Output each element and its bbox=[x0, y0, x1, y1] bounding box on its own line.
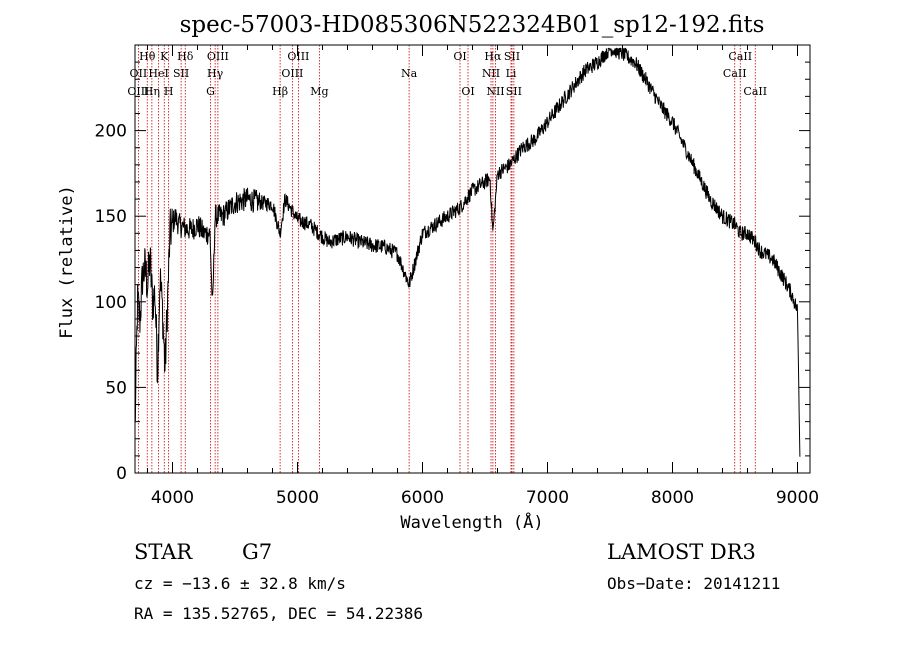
y-tick-label: 100 bbox=[95, 293, 127, 313]
spectral-line-label: OIII bbox=[287, 50, 309, 63]
spectral-line-label: Hη bbox=[144, 85, 160, 98]
axis-ticks: 4000 5000 6000 7000 8000 9000 0 50 100 150 200 bbox=[95, 45, 819, 508]
y-tick-label: 50 bbox=[105, 378, 127, 398]
obs-date: Obs−Date: 20141211 bbox=[607, 574, 781, 593]
spectral-line-label: OI bbox=[461, 85, 474, 98]
spectral-line-label: Mg bbox=[310, 85, 328, 98]
y-axis-label: Flux (relative) bbox=[57, 185, 77, 339]
x-tick-label: 8000 bbox=[651, 488, 694, 508]
spectral-line-label: OIII bbox=[207, 50, 229, 63]
spectral-line-label: HeI bbox=[148, 67, 168, 80]
spectral-line-label: G bbox=[206, 85, 215, 98]
spectral-line-label: CaII bbox=[743, 85, 767, 98]
spectral-line-markers bbox=[137, 45, 756, 473]
spectral-line-label: Hδ bbox=[177, 50, 194, 63]
y-tick-label: 0 bbox=[116, 464, 127, 484]
spectral-line-label: H bbox=[164, 85, 174, 98]
coordinates: RA = 135.52765, DEC = 54.22386 bbox=[134, 604, 423, 623]
spectrum-series-line bbox=[134, 47, 801, 457]
x-tick-label: 6000 bbox=[401, 488, 444, 508]
spectral-line-label: OII bbox=[130, 67, 148, 80]
object-class: STAR bbox=[134, 540, 193, 564]
spectral-line-label: NII bbox=[482, 67, 500, 80]
object-subclass: G7 bbox=[242, 540, 273, 564]
spectral-line-label: Hγ bbox=[207, 67, 224, 80]
y-tick-label: 150 bbox=[95, 207, 127, 227]
spectral-line-label: Na bbox=[401, 67, 418, 80]
spectral-line-label: Li bbox=[506, 67, 517, 80]
x-tick-label: 5000 bbox=[276, 488, 319, 508]
spectral-line-label: CaII bbox=[723, 67, 747, 80]
spectral-line-label: SII bbox=[506, 85, 522, 98]
spectral-line-label: SII bbox=[504, 50, 520, 63]
survey-name: LAMOST DR3 bbox=[607, 540, 756, 564]
y-tick-label: 200 bbox=[95, 122, 127, 142]
spectral-line-label: OI bbox=[453, 50, 466, 63]
spectral-line-label: OIII bbox=[127, 85, 149, 98]
x-tick-label: 4000 bbox=[151, 488, 194, 508]
spectral-line-label: Hα bbox=[484, 50, 502, 63]
redshift-readout: cz = −13.6 ± 32.8 km/s bbox=[134, 574, 346, 593]
spectral-line-label: CaII bbox=[728, 50, 752, 63]
x-tick-label: 9000 bbox=[776, 488, 819, 508]
plot-frame bbox=[134, 44, 811, 474]
chart-title: spec-57003-HD085306N522324B01_sp12-192.f… bbox=[180, 12, 765, 38]
spectral-line-label: SII bbox=[173, 67, 189, 80]
x-tick-label: 7000 bbox=[526, 488, 569, 508]
spectral-line-label: Hθ bbox=[139, 50, 156, 63]
spectral-line-label: NII bbox=[486, 85, 504, 98]
spectral-line-label: OIII bbox=[281, 67, 303, 80]
spectral-line-label: K bbox=[160, 50, 169, 63]
x-axis-label: Wavelength (Å) bbox=[400, 511, 543, 533]
spectral-line-label: Hβ bbox=[272, 85, 288, 98]
